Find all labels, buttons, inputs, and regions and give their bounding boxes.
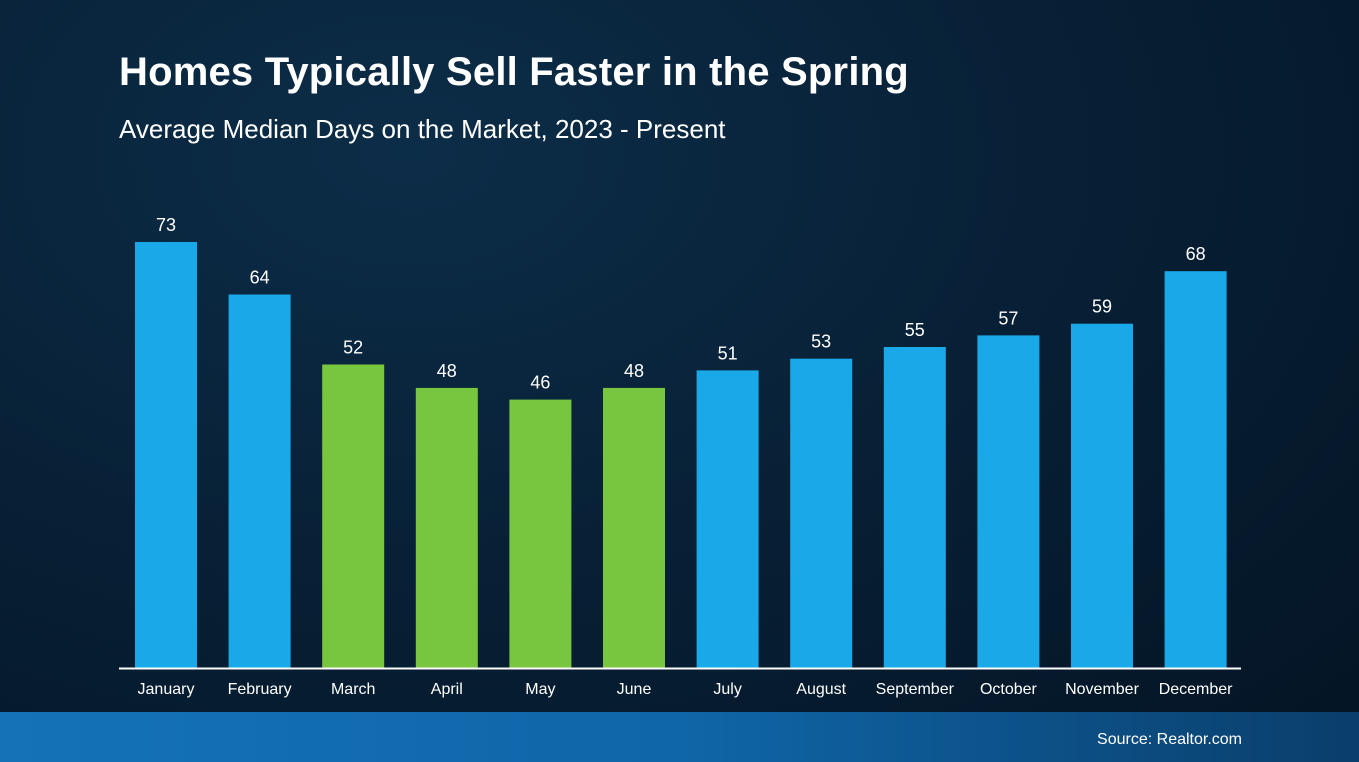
data-label-december: 68 [1186,244,1206,264]
x-tick-label-july: July [713,681,741,698]
x-tick-label-may: May [525,681,555,698]
footer-bar: Source: Realtor.com [0,712,1359,762]
bar-august [790,358,853,668]
bar-september [883,347,946,668]
data-label-november: 59 [1092,297,1112,317]
x-tick-label-november: November [1065,681,1139,698]
bar-october [977,335,1040,668]
bar-december [1164,271,1227,668]
data-label-september: 55 [905,320,925,340]
x-tick-label-august: August [796,681,846,698]
x-tick-label-december: December [1159,681,1233,698]
data-label-june: 48 [624,361,644,381]
bar-chart: 73 January 64 February 52 March 48 April 46 May 48… [135,215,1233,698]
source-note: Source: Realtor.com [1097,731,1242,748]
data-label-october: 57 [998,308,1018,328]
bar-july [696,370,759,668]
data-label-april: 48 [437,361,457,381]
bar-january [135,242,197,668]
data-label-may: 46 [530,373,550,393]
bar-may [509,399,572,668]
x-tick-label-january: January [138,681,195,698]
x-tick-label-april: April [431,681,463,698]
x-tick-label-september: September [876,681,955,698]
x-tick-label-march: March [331,681,375,698]
data-label-february: 64 [250,268,270,288]
data-label-july: 51 [718,343,738,363]
x-tick-label-june: June [617,681,652,698]
data-label-march: 52 [343,338,363,358]
bar-june [603,387,665,668]
chart-title: Homes Typically Sell Faster in the Sprin… [119,50,909,94]
bar-april [415,387,478,668]
bar-november [1071,323,1133,668]
chart-subtitle: Average Median Days on the Market, 2023 … [119,114,726,144]
x-tick-label-february: February [228,681,292,698]
data-label-january: 73 [156,215,176,235]
bar-february [228,294,291,668]
bar-march [322,364,385,668]
data-label-august: 53 [811,332,831,352]
x-tick-label-october: October [980,681,1038,698]
